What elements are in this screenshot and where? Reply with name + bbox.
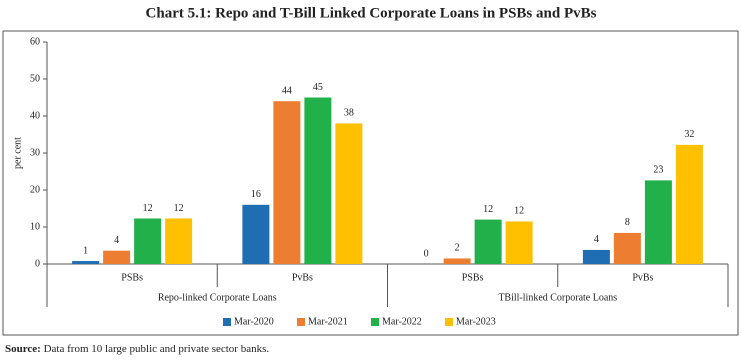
bar [443, 258, 471, 264]
y-tick-label: 40 [30, 110, 40, 121]
y-axis-label: per cent [12, 137, 23, 169]
bar [644, 180, 672, 264]
value-label: 8 [625, 217, 630, 228]
x-tick-label: PvBs [632, 272, 653, 283]
y-tick-label: 50 [30, 73, 40, 84]
source-label: Source: [5, 343, 41, 355]
group-label: Repo-linked Corporate Loans [158, 292, 277, 303]
chart-title: Chart 5.1: Repo and T-Bill Linked Corpor… [146, 5, 597, 21]
y-tick-label: 20 [30, 184, 40, 195]
chart-frame [2, 30, 739, 336]
bar [505, 221, 533, 264]
y-tick-label: 30 [30, 147, 40, 158]
legend-label: Mar-2023 [456, 316, 496, 327]
bar [613, 232, 641, 264]
bar [582, 249, 610, 264]
legend-label: Mar-2021 [308, 316, 348, 327]
value-label: 38 [344, 108, 354, 119]
x-tick-label: PSBs [462, 272, 484, 283]
bar [304, 97, 332, 264]
bar [474, 219, 502, 264]
bar [103, 250, 131, 264]
bar [675, 144, 703, 264]
value-label: 44 [282, 85, 292, 96]
value-label: 2 [455, 243, 460, 254]
value-label: 23 [653, 165, 663, 176]
source-text: Data from 10 large public and private se… [44, 343, 270, 355]
bar [273, 101, 301, 264]
bar [134, 218, 162, 264]
bar [242, 204, 270, 264]
x-tick-label: PvBs [292, 272, 313, 283]
y-tick-label: 60 [30, 36, 40, 47]
bar [335, 123, 363, 265]
y-tick-label: 0 [35, 258, 40, 269]
legend-swatch [223, 318, 231, 326]
value-label: 32 [684, 129, 694, 140]
value-label: 0 [424, 248, 429, 259]
legend-swatch [445, 318, 453, 326]
legend-swatch [371, 318, 379, 326]
y-tick-label: 10 [30, 221, 40, 232]
value-label: 12 [143, 203, 153, 214]
bar [165, 218, 193, 264]
group-label: TBill-linked Corporate Loans [498, 292, 617, 303]
source: Source: Data from 10 large public and pr… [5, 343, 269, 355]
value-label: 12 [174, 203, 184, 214]
value-label: 4 [114, 235, 119, 246]
bar [72, 261, 100, 264]
legend-swatch [297, 318, 305, 326]
value-label: 45 [313, 82, 323, 93]
value-label: 12 [514, 206, 524, 217]
legend-label: Mar-2020 [234, 316, 274, 327]
value-label: 12 [483, 204, 493, 215]
value-label: 4 [594, 234, 599, 245]
value-label: 1 [83, 245, 88, 256]
legend-label: Mar-2022 [382, 316, 422, 327]
x-tick-label: PSBs [121, 272, 143, 283]
value-label: 16 [251, 189, 261, 200]
